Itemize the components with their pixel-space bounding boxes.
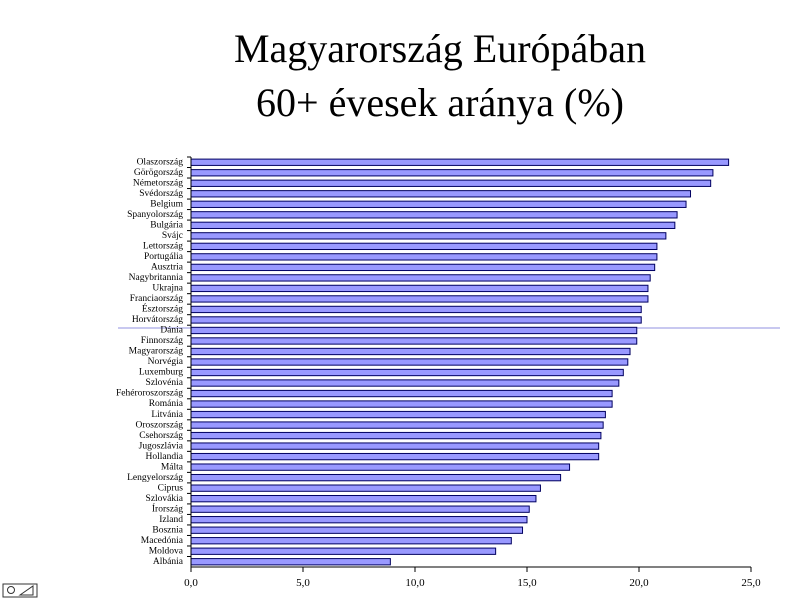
bar bbox=[190, 274, 651, 282]
bar bbox=[190, 410, 606, 419]
bar bbox=[190, 305, 642, 314]
y-tick-label: Portugália bbox=[144, 252, 184, 262]
y-tick-label: Dánia bbox=[160, 326, 183, 336]
nav-icon[interactable] bbox=[2, 583, 38, 598]
x-tick-label: 15,0 bbox=[517, 577, 537, 589]
y-tick-label: Magyarország bbox=[129, 347, 184, 357]
y-tick-label: Luxemburg bbox=[139, 368, 183, 378]
y-tick-label: Lettország bbox=[143, 242, 183, 252]
chart-title: Magyarország Európában bbox=[234, 26, 646, 71]
x-tick-label: 25,0 bbox=[741, 577, 761, 589]
y-tick-label: Írország bbox=[152, 502, 183, 514]
bar bbox=[190, 200, 687, 208]
y-tick-label: Izland bbox=[159, 515, 183, 525]
y-tick-label: Ciprus bbox=[158, 483, 184, 493]
bar bbox=[190, 232, 667, 240]
y-tick-label: Lengyelország bbox=[127, 473, 183, 483]
bar bbox=[190, 495, 537, 503]
bar bbox=[190, 316, 642, 324]
y-tick-label: Bosznia bbox=[152, 525, 183, 535]
x-tick-label: 5,0 bbox=[296, 577, 310, 589]
bar bbox=[190, 358, 629, 366]
x-tick-label: 0,0 bbox=[184, 577, 198, 589]
x-tick-label: 20,0 bbox=[629, 577, 649, 589]
bar bbox=[190, 253, 658, 261]
y-tick-label: Svédország bbox=[139, 189, 183, 199]
y-tick-label: Észtország bbox=[142, 303, 183, 315]
y-tick-label: Ukrajna bbox=[152, 284, 183, 294]
bar bbox=[190, 179, 712, 187]
bar bbox=[190, 484, 541, 492]
bar bbox=[190, 473, 562, 482]
bar bbox=[190, 505, 530, 513]
bar bbox=[190, 421, 604, 429]
y-tick-label: Málta bbox=[161, 462, 184, 472]
bar bbox=[190, 452, 600, 461]
y-tick-label: Finnország bbox=[141, 336, 183, 346]
bar bbox=[190, 242, 658, 251]
bar bbox=[190, 221, 676, 229]
bar bbox=[190, 558, 391, 566]
bar bbox=[190, 295, 649, 303]
bar bbox=[190, 547, 497, 555]
bar bbox=[190, 211, 678, 219]
y-tick-label: Svájc bbox=[162, 231, 183, 241]
y-tick-label: Franciaország bbox=[130, 294, 184, 304]
bar bbox=[190, 326, 638, 335]
y-tick-label: Oroszország bbox=[136, 420, 184, 430]
y-tick-label: Bulgária bbox=[150, 221, 183, 231]
y-tick-label: Nagybritannia bbox=[129, 273, 184, 283]
y-tick-label: Románia bbox=[149, 399, 184, 409]
y-tick-label: Fehéroroszország bbox=[116, 389, 183, 399]
bar bbox=[190, 337, 638, 345]
bar bbox=[190, 516, 528, 524]
y-tick-label: Hollandia bbox=[146, 452, 184, 462]
bar bbox=[190, 442, 600, 450]
y-tick-label: Szlovénia bbox=[146, 378, 184, 388]
bar bbox=[190, 431, 602, 440]
bar bbox=[190, 158, 730, 166]
bar bbox=[190, 400, 613, 408]
bar bbox=[190, 190, 692, 198]
y-tick-label: Horvátország bbox=[132, 315, 183, 325]
y-tick-label: Ausztria bbox=[151, 263, 184, 273]
y-tick-label: Németország bbox=[133, 178, 183, 188]
y-tick-label: Litvánia bbox=[151, 410, 183, 420]
y-tick-label: Moldova bbox=[149, 546, 184, 556]
bar bbox=[190, 537, 512, 545]
x-tick-label: 10,0 bbox=[405, 577, 425, 589]
y-tick-label: Albánia bbox=[153, 557, 184, 567]
bar bbox=[190, 284, 649, 293]
y-tick-label: Macedónia bbox=[141, 536, 184, 546]
y-tick-label: Olaszország bbox=[137, 157, 184, 167]
y-tick-label: Szlovákia bbox=[146, 494, 184, 504]
y-tick-label: Norvégia bbox=[148, 357, 184, 367]
y-tick-label: Csehország bbox=[139, 431, 183, 441]
bar bbox=[190, 263, 656, 272]
y-tick-label: Jugoszlávia bbox=[139, 441, 184, 451]
bar bbox=[190, 389, 613, 398]
y-tick-label: Spanyolország bbox=[127, 210, 183, 220]
y-tick-label: Belgium bbox=[150, 199, 183, 209]
bar bbox=[190, 526, 524, 534]
chart-subtitle: 60+ évesek aránya (%) bbox=[256, 80, 624, 125]
bar bbox=[190, 169, 714, 177]
y-tick-label: Görögország bbox=[134, 168, 183, 178]
bar bbox=[190, 368, 624, 377]
bar bbox=[190, 347, 631, 356]
bar bbox=[190, 379, 620, 387]
bar bbox=[190, 463, 571, 471]
